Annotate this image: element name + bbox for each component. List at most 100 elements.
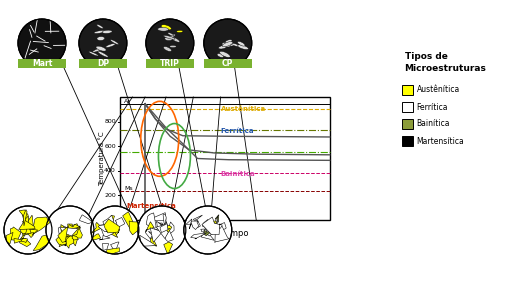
Ellipse shape: [219, 51, 230, 57]
Bar: [401, 102, 412, 112]
Text: Temperatura °C: Temperatura °C: [98, 131, 105, 186]
Polygon shape: [10, 227, 21, 241]
Ellipse shape: [97, 37, 104, 41]
Polygon shape: [201, 229, 213, 234]
Polygon shape: [163, 242, 172, 253]
Ellipse shape: [164, 37, 173, 41]
Ellipse shape: [222, 41, 233, 47]
Polygon shape: [5, 232, 13, 244]
Polygon shape: [25, 215, 33, 226]
Polygon shape: [23, 210, 27, 226]
Circle shape: [79, 19, 127, 67]
Polygon shape: [114, 226, 120, 236]
Polygon shape: [23, 227, 31, 234]
Polygon shape: [215, 215, 218, 222]
Polygon shape: [70, 235, 78, 246]
Polygon shape: [129, 221, 140, 235]
Ellipse shape: [237, 45, 248, 50]
Text: Austênítica: Austênítica: [416, 85, 459, 94]
Ellipse shape: [110, 40, 119, 45]
Polygon shape: [109, 228, 117, 233]
Text: Mart: Mart: [32, 59, 52, 68]
Circle shape: [204, 19, 251, 67]
Circle shape: [137, 206, 185, 254]
Ellipse shape: [169, 34, 175, 38]
Text: Martensítica: Martensítica: [126, 203, 176, 209]
Polygon shape: [103, 215, 115, 232]
Polygon shape: [201, 234, 214, 240]
Polygon shape: [102, 243, 108, 250]
Ellipse shape: [217, 54, 223, 58]
Circle shape: [46, 206, 94, 254]
Polygon shape: [104, 219, 120, 233]
Ellipse shape: [105, 43, 115, 47]
Ellipse shape: [97, 25, 103, 28]
Text: Martensítica: Martensítica: [416, 136, 463, 146]
Text: Tipos de
Microestruturas: Tipos de Microestruturas: [404, 52, 486, 73]
Text: CP: CP: [221, 59, 233, 68]
Polygon shape: [186, 219, 191, 229]
Text: Ar: Ar: [124, 99, 130, 104]
Polygon shape: [92, 234, 100, 240]
Polygon shape: [68, 224, 80, 229]
Ellipse shape: [93, 48, 103, 52]
Polygon shape: [162, 223, 173, 241]
Polygon shape: [146, 213, 156, 230]
Polygon shape: [66, 224, 82, 238]
Text: Tempo: Tempo: [220, 228, 248, 237]
Polygon shape: [151, 213, 165, 221]
Polygon shape: [104, 222, 118, 237]
Text: Bainítica: Bainítica: [220, 171, 254, 177]
Ellipse shape: [221, 43, 230, 47]
Polygon shape: [150, 228, 162, 243]
Text: TRIP: TRIP: [160, 59, 179, 68]
Polygon shape: [111, 226, 117, 234]
Polygon shape: [74, 227, 80, 238]
Ellipse shape: [102, 30, 112, 34]
Ellipse shape: [176, 30, 183, 32]
Polygon shape: [106, 248, 120, 257]
Ellipse shape: [231, 43, 239, 47]
Ellipse shape: [169, 45, 176, 48]
Polygon shape: [98, 224, 108, 232]
Text: 400: 400: [104, 168, 116, 173]
Polygon shape: [33, 235, 50, 251]
Polygon shape: [55, 231, 70, 245]
Ellipse shape: [161, 25, 171, 30]
Ellipse shape: [163, 47, 171, 51]
Circle shape: [4, 206, 52, 254]
Polygon shape: [211, 221, 218, 227]
Ellipse shape: [97, 51, 108, 57]
Polygon shape: [66, 226, 80, 237]
Polygon shape: [218, 222, 226, 230]
Ellipse shape: [96, 46, 106, 51]
Polygon shape: [115, 217, 125, 227]
Polygon shape: [156, 221, 162, 231]
Polygon shape: [156, 224, 162, 231]
Polygon shape: [214, 222, 220, 235]
Ellipse shape: [167, 33, 173, 36]
Text: 800: 800: [104, 119, 116, 124]
Polygon shape: [110, 242, 119, 252]
Polygon shape: [214, 226, 229, 243]
Polygon shape: [61, 227, 78, 236]
Polygon shape: [156, 221, 168, 239]
Polygon shape: [190, 220, 200, 228]
Polygon shape: [160, 224, 170, 233]
Polygon shape: [146, 222, 154, 232]
Polygon shape: [204, 230, 210, 236]
Ellipse shape: [223, 43, 234, 46]
Polygon shape: [164, 224, 172, 236]
Ellipse shape: [171, 37, 179, 42]
Ellipse shape: [218, 45, 227, 49]
Bar: [204, 59, 251, 68]
Polygon shape: [100, 225, 114, 238]
Polygon shape: [190, 233, 206, 239]
Text: DP: DP: [97, 59, 109, 68]
Bar: [146, 59, 193, 68]
Bar: [401, 136, 412, 146]
Polygon shape: [204, 224, 211, 233]
Polygon shape: [139, 235, 156, 246]
Polygon shape: [19, 220, 35, 230]
Polygon shape: [163, 214, 166, 225]
